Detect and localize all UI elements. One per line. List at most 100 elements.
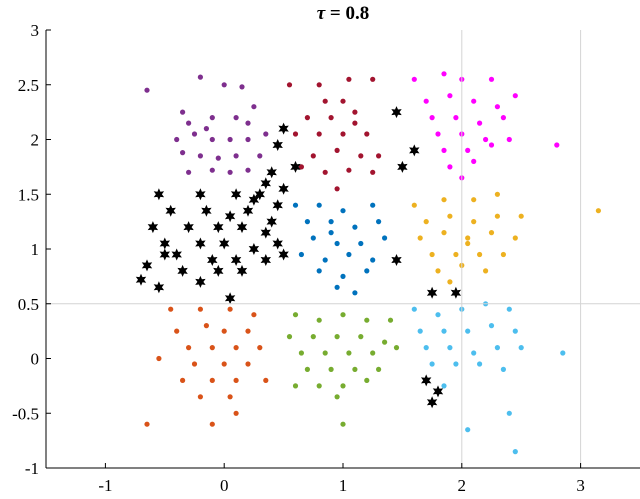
data-point: [316, 202, 322, 208]
data-point: [310, 334, 316, 340]
x-tick-label: 1: [339, 476, 348, 495]
data-point: [251, 104, 257, 110]
data-point: [180, 150, 186, 156]
data-point: [483, 136, 489, 143]
data-point-star: [421, 374, 432, 387]
chart-title: τ = 0.8: [317, 3, 370, 24]
data-point-star: [248, 243, 260, 255]
data-point: [203, 323, 209, 329]
data-point: [595, 208, 602, 214]
data-point-star: [290, 160, 301, 173]
data-point: [477, 120, 483, 126]
data-point: [328, 230, 334, 236]
data-point: [186, 120, 192, 126]
data-point: [358, 334, 364, 340]
data-point: [512, 328, 518, 334]
data-point: [423, 219, 429, 225]
data-point-star: [165, 204, 176, 217]
data-point: [304, 366, 310, 372]
y-tick-label: 2.5: [18, 76, 39, 95]
data-point: [376, 153, 382, 159]
data-point-star: [254, 188, 265, 201]
data-point: [221, 328, 227, 334]
data-point-star: [272, 139, 283, 151]
data-point-star: [409, 144, 420, 157]
data-point: [435, 312, 441, 318]
data-point: [340, 98, 346, 104]
data-point: [174, 328, 180, 334]
data-point: [364, 131, 370, 137]
data-point-star: [219, 237, 230, 250]
data-point-star: [236, 264, 248, 277]
data-point: [453, 115, 459, 121]
data-point: [233, 153, 239, 159]
y-tick-label: 1.5: [18, 185, 39, 204]
data-point: [370, 350, 376, 356]
data-point-star: [230, 254, 242, 266]
y-tick-label: 1: [31, 240, 40, 259]
data-point: [453, 251, 459, 258]
series-8: [135, 106, 462, 409]
data-point: [197, 74, 203, 80]
data-point: [488, 230, 495, 236]
data-point: [209, 136, 215, 143]
data-point-star: [397, 160, 408, 173]
data-point: [471, 197, 477, 203]
series-6: [144, 306, 269, 427]
data-point: [227, 394, 233, 400]
data-point: [334, 147, 340, 153]
data-point: [435, 131, 441, 137]
y-tick-label: 0.5: [18, 295, 39, 314]
data-point: [310, 153, 316, 159]
data-point-star: [213, 221, 224, 234]
data-point: [239, 84, 245, 90]
data-point: [316, 82, 322, 88]
data-point: [465, 427, 471, 433]
data-point: [233, 377, 239, 383]
data-point: [156, 355, 162, 362]
data-point: [447, 93, 453, 99]
data-point: [191, 361, 198, 367]
data-point: [477, 361, 483, 367]
data-point: [393, 345, 400, 351]
data-point: [506, 306, 512, 312]
data-point: [382, 235, 388, 241]
data-point-star: [426, 286, 438, 299]
data-point: [334, 394, 340, 400]
data-point-star: [135, 273, 147, 286]
data-point-star: [242, 204, 254, 217]
tick-labels: -1 0 1 2 3 -1 -0.5 0 0.5 1 1.5 2 2.5 3: [12, 21, 585, 495]
data-point: [471, 350, 477, 356]
series-0: [144, 74, 269, 175]
data-point-star: [177, 264, 188, 277]
data-point: [494, 104, 500, 110]
series-7: [286, 312, 400, 427]
data-point: [500, 366, 506, 372]
data-point: [186, 345, 192, 351]
data-point: [227, 169, 233, 175]
data-point: [209, 167, 215, 173]
data-point-star: [230, 188, 242, 201]
data-point: [328, 219, 334, 225]
data-point: [245, 120, 251, 126]
data-point: [257, 153, 263, 159]
data-point: [144, 87, 150, 93]
data-point: [346, 167, 352, 173]
data-point: [340, 208, 346, 214]
data-point-star: [278, 122, 289, 135]
data-point-star: [183, 221, 194, 234]
data-point: [233, 345, 239, 351]
y-tick-label: 3: [31, 21, 40, 40]
data-point-star: [213, 264, 224, 277]
data-point: [298, 164, 304, 170]
data-point: [370, 257, 376, 263]
data-point: [174, 136, 180, 143]
data-point: [370, 202, 376, 208]
data-point: [322, 257, 328, 263]
data-point: [310, 235, 316, 241]
data-point: [304, 115, 310, 121]
data-point: [233, 115, 239, 121]
data-point: [334, 284, 340, 290]
data-point: [245, 136, 251, 143]
